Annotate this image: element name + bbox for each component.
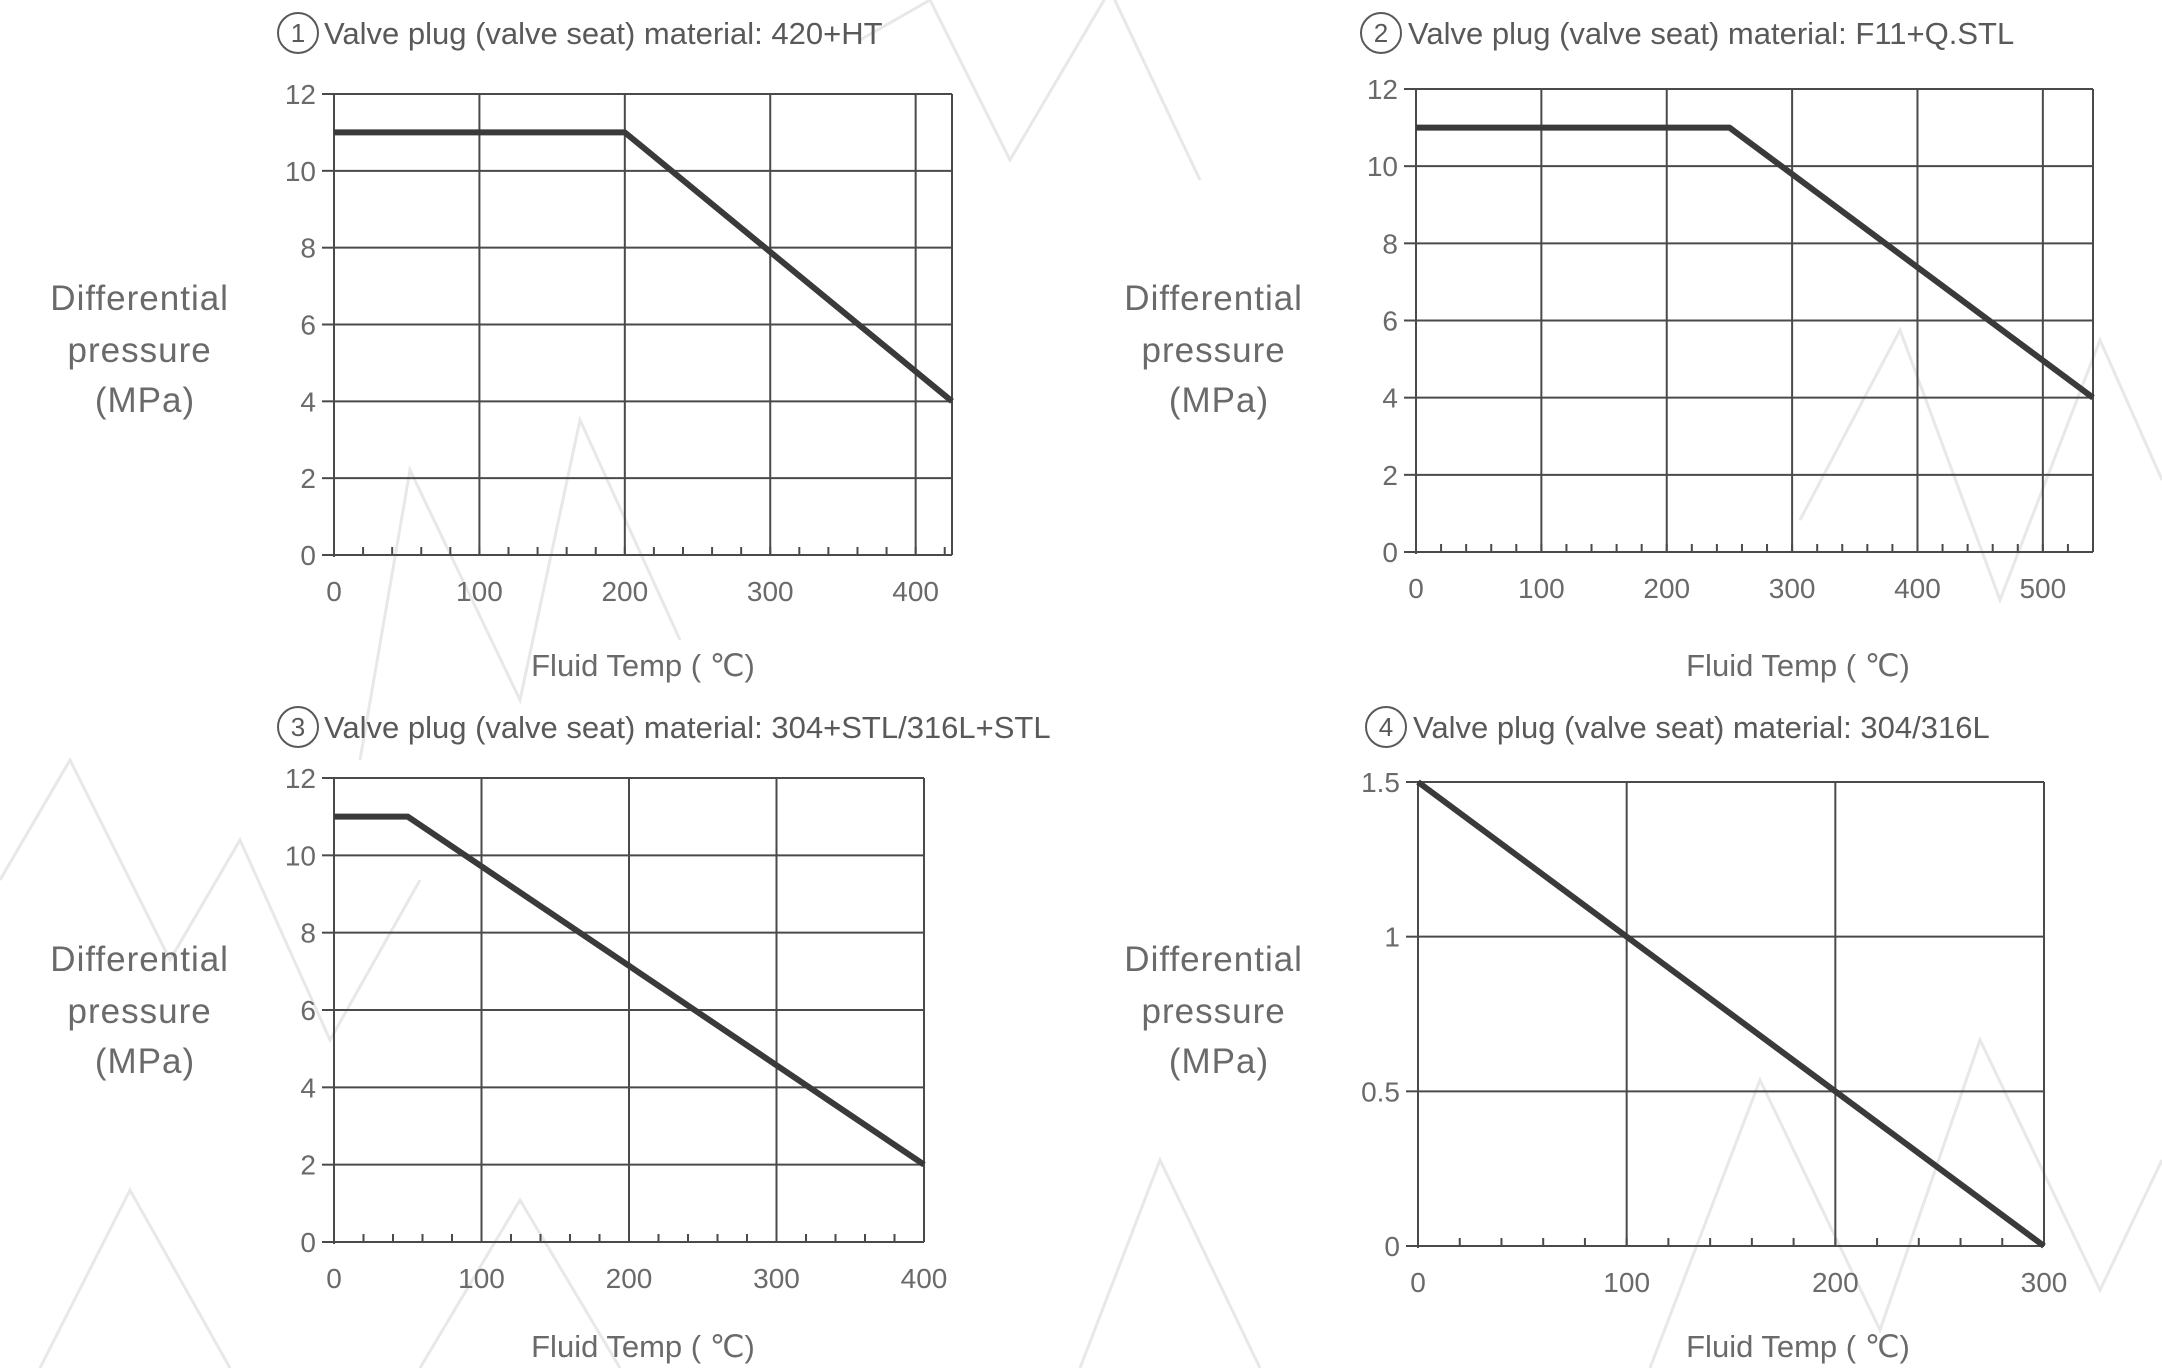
y-tick-label: 8 xyxy=(300,918,316,949)
y-tick-label: 0 xyxy=(300,540,316,571)
y-axis-label-line: Differential xyxy=(50,279,229,318)
chart-title-1: 1 Valve plug (valve seat) material: 420+… xyxy=(277,12,883,54)
y-axis-label-1: Differential pressure (MPa) xyxy=(50,279,239,420)
x-tick-label: 400 xyxy=(892,576,939,607)
x-tick-label: 300 xyxy=(2021,1267,2068,1298)
x-tick-label: 300 xyxy=(753,1263,800,1294)
y-tick-label: 12 xyxy=(285,79,316,110)
y-axis-label-4: Differential pressure (MPa) xyxy=(1124,940,1313,1081)
data-series-line xyxy=(1416,124,2095,401)
x-tick-label: 200 xyxy=(601,576,648,607)
x-axis-label-3: Fluid Temp ( ℃) xyxy=(531,1329,755,1364)
y-axis-label-3: Differential pressure (MPa) xyxy=(50,940,239,1081)
y-axis-label-line: Differential xyxy=(1124,940,1303,979)
data-series-line xyxy=(334,129,954,404)
circled-number-badge xyxy=(1365,706,1407,748)
chart-panel-4: 4 Valve plug (valve seat) material: 304/… xyxy=(1081,690,2162,1368)
chart-title-3: 3 Valve plug (valve seat) material: 304+… xyxy=(277,706,1051,748)
plot-area-2: 0 2 4 6 8 10 12 0 100 200 300 400 500 xyxy=(1367,74,2095,604)
y-tick-label: 8 xyxy=(1382,228,1398,259)
y-tick-label: 1.5 xyxy=(1361,767,1400,798)
y-tick-label: 4 xyxy=(1382,383,1398,414)
chart-title-text-3: Valve plug (valve seat) material: 304+ST… xyxy=(324,710,1051,745)
y-tick-label: 0.5 xyxy=(1361,1076,1400,1107)
chart-number-4: 4 xyxy=(1379,712,1393,742)
chart-title-text-1: Valve plug (valve seat) material: 420+HT xyxy=(324,16,883,51)
plot-area-4: 0 0.5 1 1.5 0 100 200 300 xyxy=(1361,767,2067,1298)
chart-3: 3 Valve plug (valve seat) material: 304+… xyxy=(50,706,1051,1364)
chart-4: 4 Valve plug (valve seat) material: 304/… xyxy=(1124,706,2067,1364)
y-axis-label-line: (MPa) xyxy=(1169,1042,1269,1081)
x-tick-label: 100 xyxy=(456,576,503,607)
x-tick-label: 400 xyxy=(1894,573,1941,604)
plot-area-1: 0 2 4 6 8 10 12 0 100 200 300 400 xyxy=(285,79,954,607)
y-tick-label: 6 xyxy=(300,995,316,1026)
x-tick-label: 0 xyxy=(326,1263,342,1294)
data-series-line xyxy=(1416,779,2046,1249)
y-tick-label: 2 xyxy=(300,463,316,494)
chart-title-text-2: Valve plug (valve seat) material: F11+Q.… xyxy=(1408,16,2014,51)
x-tick-label: 500 xyxy=(2019,573,2066,604)
y-axis-label-line: (MPa) xyxy=(1169,381,1269,420)
x-tick-label: 100 xyxy=(1518,573,1565,604)
x-tick-label: 100 xyxy=(1603,1267,1650,1298)
y-tick-label: 0 xyxy=(1384,1231,1400,1262)
y-axis-label-line: pressure xyxy=(1142,992,1286,1031)
chart-panel-3: 3 Valve plug (valve seat) material: 304+… xyxy=(0,690,1060,1368)
chart-1: 1 Valve plug (valve seat) material: 420+… xyxy=(50,12,954,683)
circled-number-badge xyxy=(1360,12,1402,54)
x-axis-label-1: Fluid Temp ( ℃) xyxy=(531,648,755,683)
circled-number-badge xyxy=(277,12,319,54)
x-axis-label-2: Fluid Temp ( ℃) xyxy=(1686,648,1910,683)
y-tick-label: 1 xyxy=(1384,922,1400,953)
x-tick-label: 300 xyxy=(747,576,794,607)
y-tick-label: 6 xyxy=(1382,306,1398,337)
y-tick-label: 12 xyxy=(285,763,316,794)
y-tick-label: 2 xyxy=(1382,460,1398,491)
x-tick-label: 200 xyxy=(606,1263,653,1294)
y-axis-label-line: pressure xyxy=(68,992,212,1031)
y-tick-label: 4 xyxy=(300,1072,316,1103)
y-tick-label: 10 xyxy=(285,840,316,871)
x-tick-label: 400 xyxy=(901,1263,948,1294)
chart-2: 2 Valve plug (valve seat) material: F11+… xyxy=(1124,12,2095,683)
y-tick-label: 12 xyxy=(1367,74,1398,105)
y-tick-label: 2 xyxy=(300,1150,316,1181)
y-axis-label-line: (MPa) xyxy=(95,1042,195,1081)
y-tick-label: 8 xyxy=(300,233,316,264)
y-axis-label-2: Differential pressure (MPa) xyxy=(1124,279,1313,420)
y-tick-label: 4 xyxy=(300,386,316,417)
chart-number-1: 1 xyxy=(291,18,305,48)
circled-number-badge xyxy=(277,706,319,748)
y-axis-label-line: Differential xyxy=(50,940,229,979)
x-tick-label: 0 xyxy=(1408,573,1424,604)
x-tick-label: 100 xyxy=(458,1263,505,1294)
x-tick-label: 300 xyxy=(1769,573,1816,604)
y-tick-label: 10 xyxy=(1367,151,1398,182)
x-tick-label: 200 xyxy=(1643,573,1690,604)
chart-title-text-4: Valve plug (valve seat) material: 304/31… xyxy=(1413,710,1990,745)
x-axis-label-4: Fluid Temp ( ℃) xyxy=(1686,1329,1910,1364)
x-tick-label: 200 xyxy=(1812,1267,1859,1298)
data-series-line xyxy=(334,813,926,1168)
y-axis-label-line: pressure xyxy=(1142,331,1286,370)
chart-panel-2: 2 Valve plug (valve seat) material: F11+… xyxy=(1081,0,2162,690)
y-tick-label: 10 xyxy=(285,156,316,187)
chart-title-4: 4 Valve plug (valve seat) material: 304/… xyxy=(1365,706,1990,748)
y-tick-label: 0 xyxy=(300,1227,316,1258)
chart-number-2: 2 xyxy=(1374,18,1388,48)
y-axis-label-line: pressure xyxy=(68,331,212,370)
chart-number-3: 3 xyxy=(291,712,305,742)
chart-title-2: 2 Valve plug (valve seat) material: F11+… xyxy=(1360,12,2014,54)
plot-area-3: 0 2 4 6 8 10 12 0 100 200 300 400 xyxy=(285,763,948,1294)
x-tick-label: 0 xyxy=(326,576,342,607)
y-axis-label-line: Differential xyxy=(1124,279,1303,318)
y-axis-label-line: (MPa) xyxy=(95,381,195,420)
y-tick-label: 6 xyxy=(300,310,316,341)
y-tick-label: 0 xyxy=(1382,537,1398,568)
x-tick-label: 0 xyxy=(1410,1267,1426,1298)
chart-panel-1: 1 Valve plug (valve seat) material: 420+… xyxy=(0,0,1060,690)
